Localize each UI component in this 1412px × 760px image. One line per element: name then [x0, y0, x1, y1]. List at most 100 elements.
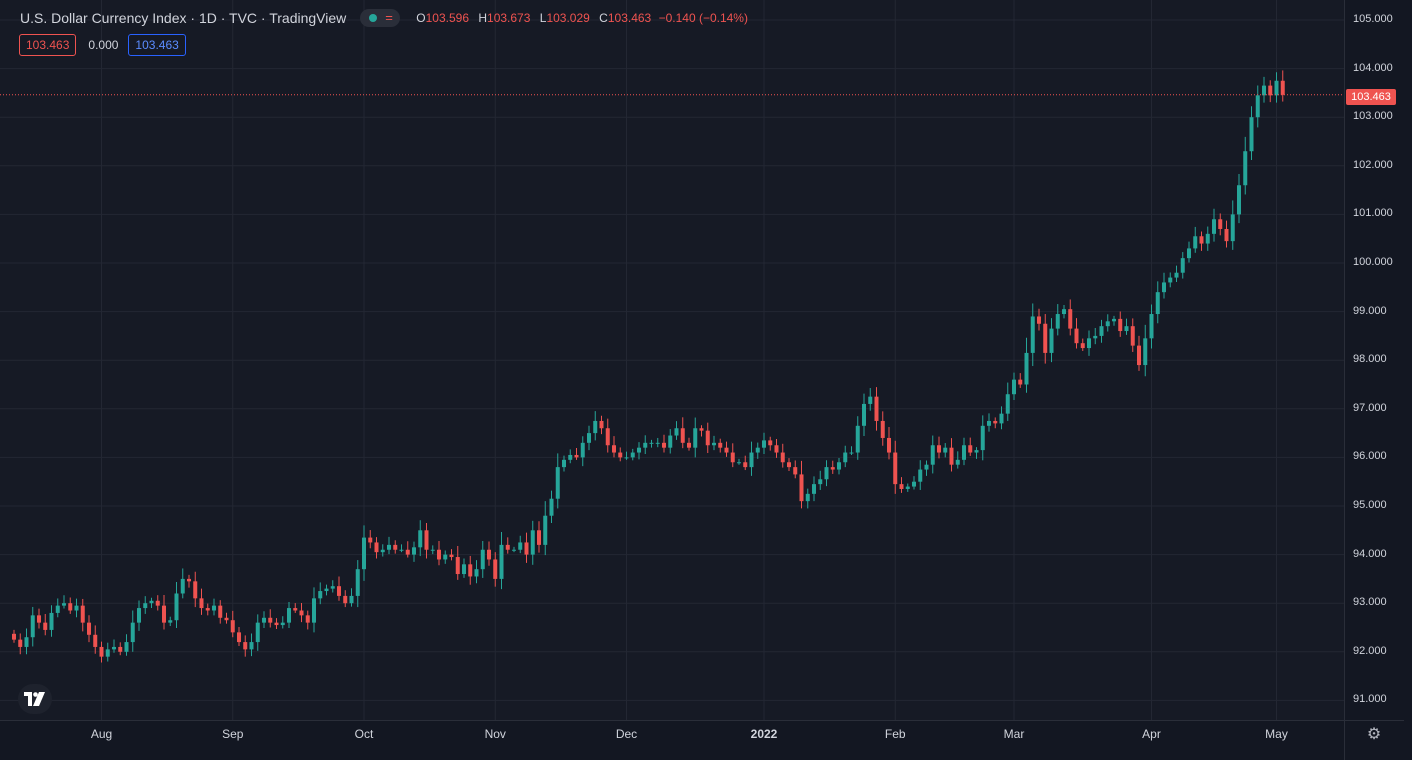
candle-up	[262, 617, 266, 623]
candle-up	[924, 464, 929, 470]
candle-down	[449, 554, 454, 558]
candle-up	[1155, 292, 1160, 315]
candle-down	[599, 420, 604, 429]
candle-up	[112, 646, 116, 650]
candle-down	[218, 605, 223, 618]
candle-up	[868, 396, 873, 404]
candlestick-plot[interactable]	[0, 0, 1344, 720]
candle-down	[18, 639, 23, 647]
candle-up	[668, 435, 673, 448]
candle-up	[324, 588, 329, 592]
candle-down	[1074, 328, 1079, 344]
candle-up	[962, 445, 966, 460]
candle-up	[1049, 328, 1054, 353]
candle-up	[1237, 185, 1241, 215]
candle-up	[855, 425, 860, 453]
candle-down	[618, 452, 623, 458]
price-tick-label: 96.000	[1353, 450, 1387, 463]
candle-down	[268, 617, 273, 623]
candle-up	[562, 459, 566, 468]
candle-down	[662, 442, 666, 448]
visibility-toggle[interactable]: =	[360, 9, 401, 27]
candle-down	[730, 452, 735, 463]
high-label: H	[478, 11, 488, 25]
candle-down	[787, 462, 791, 468]
candle-up	[280, 622, 285, 626]
candle-up	[180, 578, 185, 594]
candle-down	[524, 542, 529, 555]
candle-up	[518, 542, 523, 550]
candle-down	[12, 633, 16, 640]
indicator-legend[interactable]: 103.463 0.000 103.463	[19, 34, 186, 56]
candle-up	[1180, 258, 1185, 273]
candle-up	[1249, 117, 1254, 152]
candle-up	[980, 425, 985, 451]
candle-up	[649, 442, 654, 444]
candle-down	[1080, 343, 1085, 349]
status-dot-icon	[369, 14, 378, 22]
candle-up	[943, 447, 948, 453]
price-tick-label: 97.000	[1353, 401, 1387, 414]
time-tick-label: 2022	[750, 727, 778, 741]
candle-up	[1168, 277, 1173, 283]
candle-up	[1205, 233, 1210, 244]
candle-down	[1043, 323, 1048, 353]
candle-down	[1018, 379, 1023, 385]
candle-up	[1005, 394, 1010, 414]
candle-down	[937, 445, 941, 453]
candle-up	[380, 549, 385, 553]
indicator-value-1: 103.463	[19, 34, 77, 56]
candle-down	[162, 605, 166, 623]
candle-up	[1055, 314, 1060, 329]
price-tick-label: 103.000	[1353, 110, 1393, 123]
candle-down	[405, 549, 410, 555]
candle-up	[655, 442, 660, 444]
symbol-title[interactable]: U.S. Dollar Currency Index · 1D · TVC · …	[20, 10, 347, 26]
candle-up	[737, 462, 741, 464]
candle-up	[1193, 236, 1198, 249]
candle-down	[574, 454, 579, 458]
time-tick-label: May	[1265, 727, 1288, 741]
candle-down	[37, 615, 41, 623]
candle-up	[24, 637, 29, 647]
gear-icon[interactable]: ⚙	[1366, 726, 1382, 743]
candle-up	[474, 569, 479, 577]
candle-up	[1162, 282, 1166, 293]
candle-up	[249, 642, 254, 650]
price-tick-label: 100.000	[1353, 256, 1393, 268]
candle-up	[1062, 309, 1066, 315]
candle-down	[224, 617, 229, 621]
candle-up	[362, 537, 366, 570]
price-scale[interactable]	[1344, 0, 1405, 720]
time-scale[interactable]	[0, 720, 1344, 760]
candle-up	[930, 445, 935, 465]
price-tick-label: 98.000	[1353, 353, 1387, 366]
candle-down	[793, 467, 798, 475]
candle-down	[199, 598, 204, 609]
time-tick-label: Apr	[1142, 727, 1161, 741]
candle-up	[818, 479, 823, 485]
candle-up	[55, 605, 60, 613]
candle-up	[1212, 219, 1216, 234]
low-value: 103.029	[546, 11, 590, 25]
last-price-tag: 103.463	[1346, 89, 1396, 105]
candle-up	[168, 620, 173, 623]
candle-up	[399, 549, 404, 551]
candle-down	[1268, 85, 1273, 96]
candle-up	[987, 420, 991, 426]
candle-up	[693, 428, 698, 448]
time-tick-label: Aug	[90, 727, 113, 741]
tradingview-logo-icon[interactable]	[18, 684, 52, 714]
candle-up	[955, 459, 960, 465]
candle-down	[455, 557, 460, 575]
candle-up	[1105, 321, 1110, 327]
price-tick-label: 92.000	[1353, 644, 1387, 657]
candle-down	[968, 445, 973, 453]
candle-down	[293, 608, 298, 611]
candle-down	[487, 549, 491, 560]
candle-up	[512, 549, 516, 551]
low-label: L	[539, 11, 547, 25]
logo-glyph	[24, 692, 45, 706]
candle-up	[124, 642, 129, 652]
close-label: C	[599, 11, 608, 25]
